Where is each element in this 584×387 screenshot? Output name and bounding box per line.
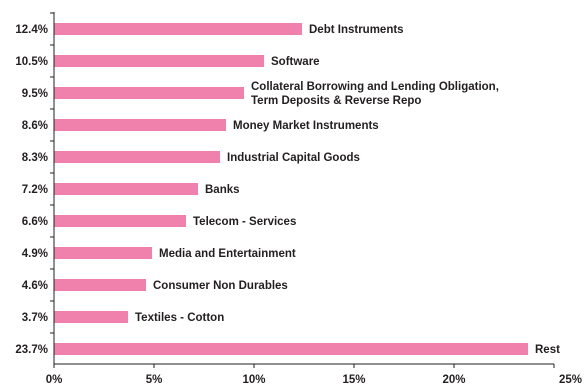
category-label: Media and Entertainment	[159, 248, 296, 260]
category-label: Industrial Capital Goods	[227, 152, 360, 164]
x-tick-label: 5%	[146, 374, 163, 386]
bar	[54, 87, 244, 99]
value-label: 23.7%	[15, 344, 48, 356]
value-label: 9.5%	[22, 88, 48, 100]
value-label: 6.6%	[22, 216, 48, 228]
category-label: Banks	[205, 184, 240, 196]
ticks-layer	[50, 12, 555, 368]
category-label: Rest	[535, 344, 560, 356]
bar	[54, 215, 186, 227]
bar	[54, 279, 146, 291]
category-label: Collateral Borrowing and Lending Obligat…	[251, 81, 499, 107]
x-tick-label: 0%	[46, 374, 63, 386]
bar	[54, 343, 528, 355]
bar	[54, 247, 152, 259]
category-label: Telecom - Services	[193, 216, 296, 228]
value-label: 7.2%	[22, 184, 48, 196]
bar	[54, 151, 220, 163]
bar	[54, 183, 198, 195]
labels-layer: 12.4% Debt Instruments 10.5% Software 9.5% Co…	[15, 24, 582, 386]
bar	[54, 55, 264, 67]
category-label: Money Market Instruments	[233, 120, 379, 132]
x-tick-label: 20%	[442, 374, 465, 386]
bar	[54, 23, 302, 35]
bar	[54, 119, 226, 131]
value-label: 3.7%	[22, 312, 48, 324]
x-tick-label: 25%	[559, 374, 582, 386]
value-label: 8.6%	[22, 120, 48, 132]
bar	[54, 311, 128, 323]
value-label: 10.5%	[15, 56, 48, 68]
bars-layer	[54, 23, 528, 355]
category-label: Textiles - Cotton	[135, 312, 224, 324]
x-tick-label: 15%	[342, 374, 365, 386]
x-tick-label: 10%	[242, 374, 265, 386]
value-label: 4.9%	[22, 248, 48, 260]
value-label: 12.4%	[15, 24, 48, 36]
category-label: Consumer Non Durables	[153, 280, 288, 292]
value-label: 4.6%	[22, 280, 48, 292]
value-label: 8.3%	[22, 152, 48, 164]
category-label: Software	[271, 56, 320, 68]
category-label: Debt Instruments	[309, 24, 404, 36]
